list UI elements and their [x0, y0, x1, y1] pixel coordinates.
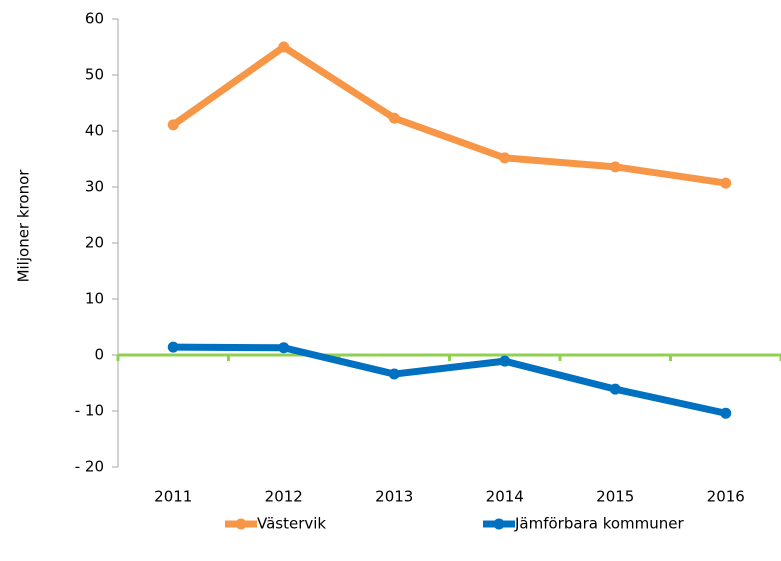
- legend-label: Jämförbara kommuner: [514, 515, 684, 533]
- y-tick-label: 60: [85, 10, 104, 28]
- legend-label: Västervik: [257, 515, 326, 533]
- data-point: [720, 177, 732, 189]
- data-point: [720, 407, 732, 419]
- data-point: [499, 355, 511, 367]
- data-point: [388, 112, 400, 124]
- y-tick-label: 50: [85, 66, 104, 84]
- x-tick-label: 2016: [707, 488, 745, 506]
- data-point: [167, 341, 179, 353]
- x-tick-label: 2011: [154, 488, 192, 506]
- y-tick-label: 10: [85, 290, 104, 308]
- series-line: [173, 343, 727, 417]
- x-tick-label: 2014: [486, 488, 524, 506]
- x-tick-label: 2012: [265, 488, 303, 506]
- series-line: [171, 43, 727, 187]
- data-point: [609, 161, 621, 173]
- data-point: [388, 368, 400, 380]
- data-point: [167, 119, 179, 131]
- data-point: [609, 383, 621, 395]
- y-tick-label: 30: [85, 178, 104, 196]
- x-tick-label: 2013: [375, 488, 413, 506]
- data-point: [278, 342, 290, 354]
- y-tick-label: - 20: [75, 458, 104, 476]
- y-tick-label: 0: [94, 346, 104, 364]
- data-point: [278, 41, 290, 53]
- data-point: [499, 152, 511, 164]
- legend-marker: [235, 518, 247, 530]
- y-tick-label: - 10: [75, 402, 104, 420]
- y-tick-label: 20: [85, 234, 104, 252]
- y-axis-label: Miljoner kronor: [15, 169, 33, 283]
- x-tick-label: 2015: [596, 488, 634, 506]
- legend-marker: [493, 518, 505, 530]
- y-tick-label: 40: [85, 122, 104, 140]
